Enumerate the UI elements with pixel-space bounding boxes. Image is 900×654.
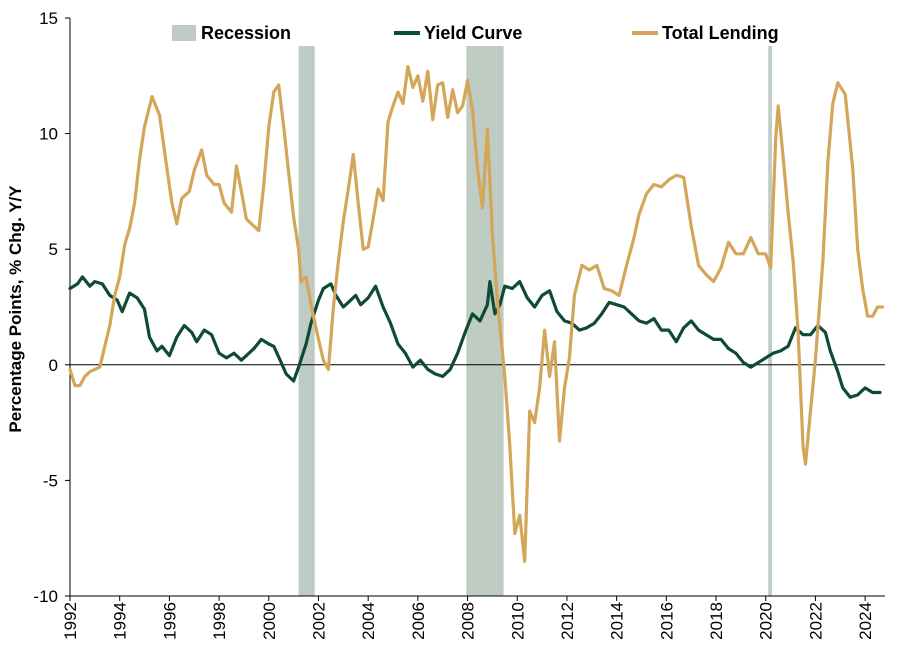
legend-label-total-lending: Total Lending bbox=[662, 23, 779, 43]
x-tick-label: 2004 bbox=[359, 602, 378, 640]
recession-bands bbox=[298, 46, 772, 596]
x-tick-label: 1994 bbox=[111, 602, 130, 640]
y-tick-label: 15 bbox=[39, 9, 58, 28]
legend: Recession Yield Curve Total Lending bbox=[172, 23, 779, 43]
x-tick-label: 2006 bbox=[409, 602, 428, 640]
series-line-total-lending bbox=[68, 65, 885, 563]
x-tick-label: 2000 bbox=[260, 602, 279, 640]
x-tick-labels: 1992 1994 1996 1998 2000 2002 2004 2006 2008 2010… bbox=[61, 602, 875, 640]
recession-band bbox=[298, 46, 315, 596]
legend-swatch-recession bbox=[172, 25, 196, 41]
y-tick-label: 5 bbox=[49, 240, 58, 259]
x-tick-label: 2020 bbox=[757, 602, 776, 640]
y-axis-title: Percentage Points, % Chg. Y/Y bbox=[6, 185, 25, 433]
x-tick-label: 1992 bbox=[61, 602, 80, 640]
y-tick-label: 0 bbox=[49, 356, 58, 375]
x-tick-label: 2022 bbox=[806, 602, 825, 640]
x-tick-label: 2008 bbox=[459, 602, 478, 640]
x-tick-label: 2002 bbox=[309, 602, 328, 640]
x-tick-label: 1996 bbox=[160, 602, 179, 640]
y-tick-label: -5 bbox=[43, 471, 58, 490]
x-tick-label: 2016 bbox=[657, 602, 676, 640]
recession-band bbox=[768, 46, 772, 596]
x-tick-label: 2014 bbox=[608, 602, 627, 640]
x-tick-label: 2024 bbox=[856, 602, 875, 640]
y-tick-label: 10 bbox=[39, 125, 58, 144]
x-tick-label: 2010 bbox=[508, 602, 527, 640]
legend-label-yield-curve: Yield Curve bbox=[424, 23, 522, 43]
series-line-yield-curve bbox=[68, 275, 882, 399]
x-tick-label: 1998 bbox=[210, 602, 229, 640]
series-lines bbox=[68, 65, 885, 563]
recession-band bbox=[466, 46, 504, 596]
legend-label-recession: Recession bbox=[201, 23, 291, 43]
axes bbox=[65, 17, 885, 601]
y-tick-label: -10 bbox=[33, 587, 58, 606]
x-tick-label: 2018 bbox=[707, 602, 726, 640]
y-tick-labels: -10 -5 0 5 10 15 bbox=[33, 9, 58, 606]
x-tick-label: 2012 bbox=[558, 602, 577, 640]
